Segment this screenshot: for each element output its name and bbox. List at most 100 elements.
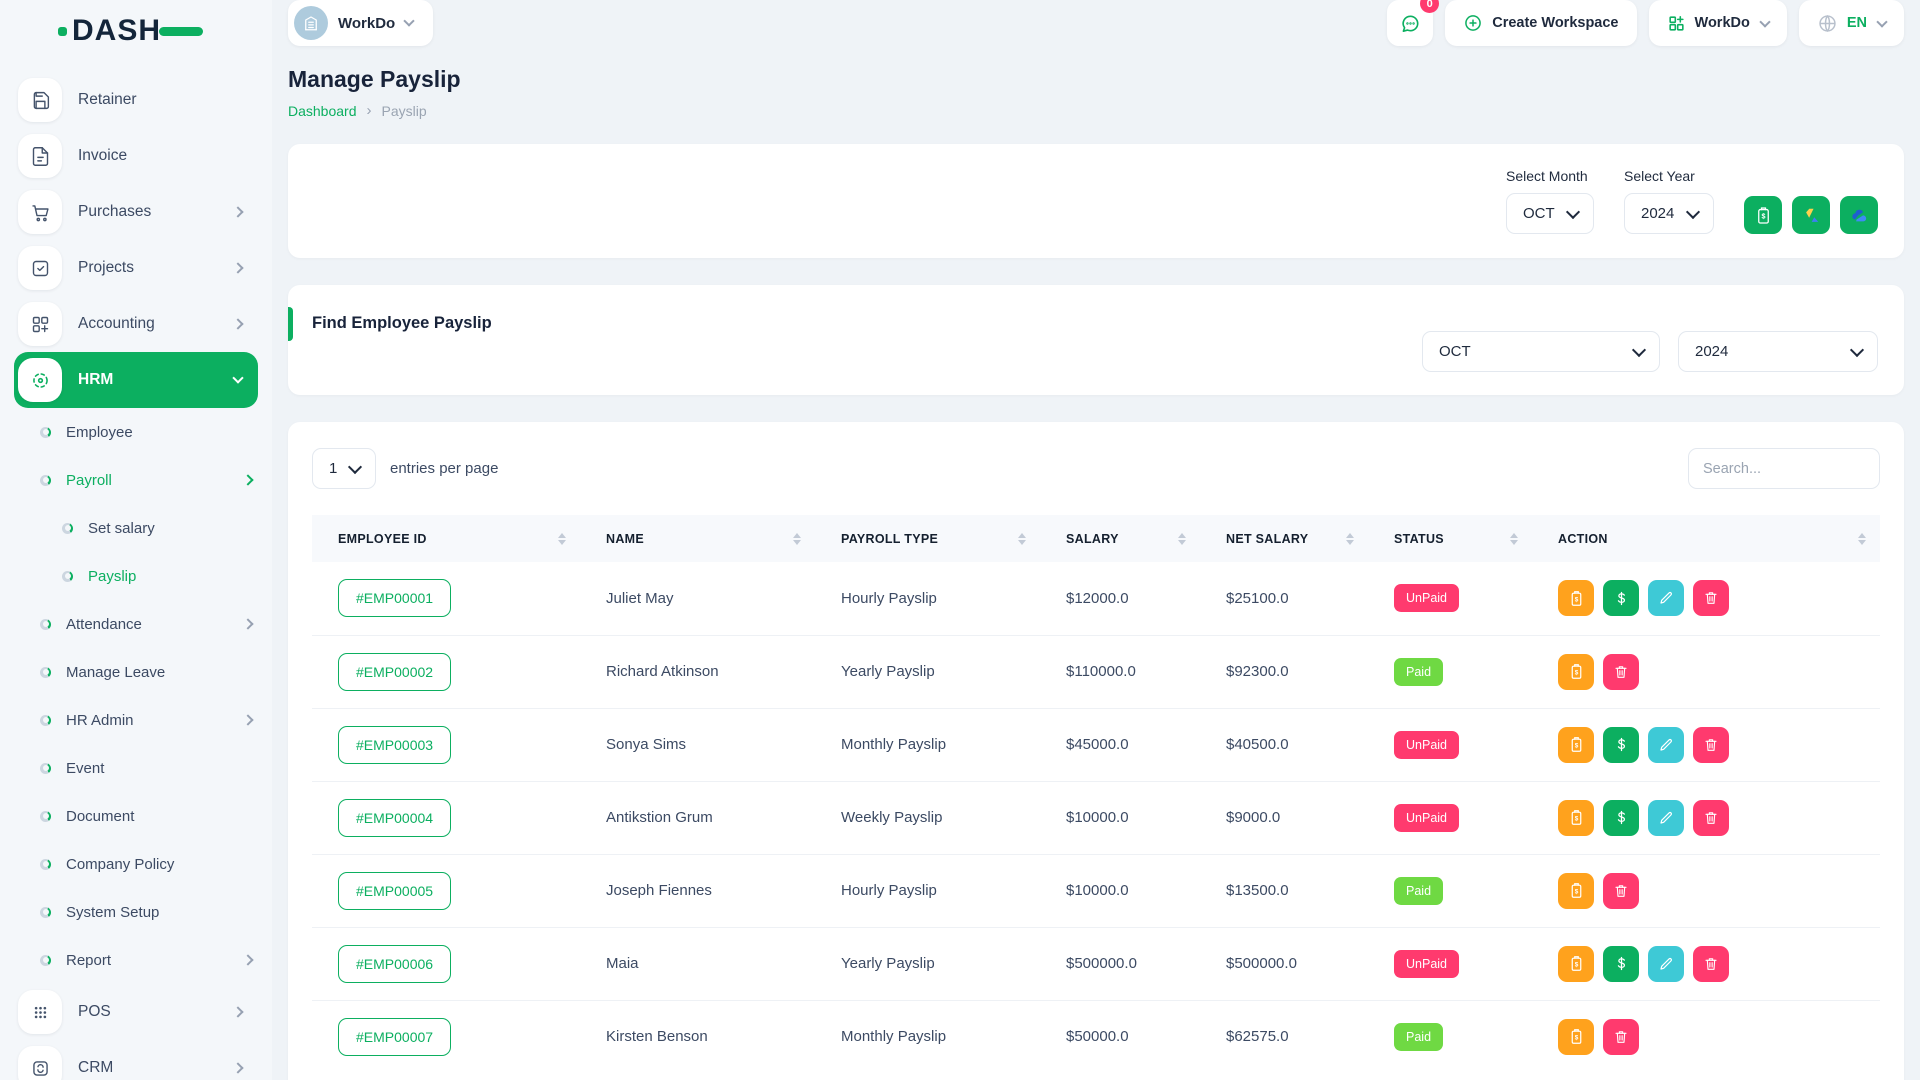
delete-button[interactable] — [1693, 726, 1729, 763]
breadcrumb-dashboard-link[interactable]: Dashboard — [288, 102, 357, 119]
language-selector[interactable]: EN — [1798, 0, 1904, 46]
pay-button[interactable] — [1603, 580, 1639, 617]
sidebar-item-pos[interactable]: POS — [14, 984, 258, 1040]
payslip-button[interactable]: $ — [1558, 872, 1594, 909]
column-header-salary[interactable]: SALARY — [1040, 515, 1200, 562]
search-input[interactable] — [1688, 448, 1880, 489]
create-workspace-button[interactable]: Create Workspace — [1445, 0, 1637, 46]
month-select[interactable]: OCT — [1506, 193, 1594, 234]
sidebar-item-projects[interactable]: Projects — [14, 240, 258, 296]
table-row: #EMP00002 Richard Atkinson Yearly Paysli… — [312, 634, 1880, 708]
payslip-icon: $ — [1571, 737, 1581, 752]
delete-button[interactable] — [1693, 945, 1729, 982]
bullet-icon — [40, 714, 51, 726]
employee-id-chip[interactable]: #EMP00003 — [338, 725, 452, 764]
pay-button[interactable] — [1603, 945, 1639, 982]
delete-button[interactable] — [1603, 872, 1639, 909]
find-year-select[interactable]: 2024 — [1678, 331, 1878, 372]
sidebar-item-event[interactable]: Event — [14, 744, 258, 792]
status-badge: UnPaid — [1394, 584, 1459, 613]
select-month-label: Select Month — [1506, 168, 1588, 184]
payslip-button[interactable]: $ — [1558, 799, 1594, 836]
employee-id-chip[interactable]: #EMP00005 — [338, 871, 452, 910]
sidebar-item-company-policy[interactable]: Company Policy — [14, 840, 258, 888]
sidebar-item-crm[interactable]: CRM — [14, 1040, 258, 1080]
messages-button[interactable]: 0 — [1387, 0, 1440, 46]
employee-id-chip[interactable]: #EMP00007 — [338, 1017, 452, 1056]
table-row: #EMP00005 Joseph Fiennes Hourly Payslip … — [312, 853, 1880, 927]
employee-id-chip[interactable]: #EMP00001 — [338, 579, 452, 618]
payslip-button[interactable]: $ — [1558, 580, 1594, 617]
payroll-type-cell: Hourly Payslip — [815, 853, 1040, 927]
edit-button[interactable] — [1648, 580, 1684, 617]
sidebar-item-hr-admin[interactable]: HR Admin — [14, 696, 258, 744]
delete-button[interactable] — [1603, 653, 1639, 690]
pay-button[interactable] — [1603, 799, 1639, 836]
employee-id-chip[interactable]: #EMP00002 — [338, 652, 452, 691]
sidebar-item-system-setup[interactable]: System Setup — [14, 888, 258, 936]
delete-button[interactable] — [1603, 1018, 1639, 1055]
salary-cell: $10000.0 — [1040, 853, 1200, 927]
generate-payslip-button[interactable]: $ — [1744, 196, 1782, 234]
sidebar-item-employee[interactable]: Employee — [14, 408, 258, 456]
payslip-button[interactable]: $ — [1558, 726, 1594, 763]
trash-icon — [1705, 738, 1717, 751]
employee-name-cell: Juliet May — [606, 589, 674, 607]
entries-per-page-select[interactable]: 10 — [312, 448, 376, 489]
chevron-right-icon — [232, 262, 244, 274]
sidebar-item-attendance[interactable]: Attendance — [14, 600, 258, 648]
column-header-payroll-type[interactable]: PAYROLL TYPE — [815, 515, 1040, 562]
column-header-status[interactable]: STATUS — [1368, 515, 1532, 562]
workspace-selector[interactable]: WorkDo — [288, 0, 434, 46]
payslip-button[interactable]: $ — [1558, 1018, 1594, 1055]
select-year-field: Select Year 2024 — [1624, 168, 1714, 234]
page-content: Manage Payslip Dashboard › Payslip Selec… — [272, 46, 1920, 1080]
status-badge: Paid — [1394, 1022, 1444, 1051]
chevron-right-icon — [242, 474, 254, 486]
svg-text:$: $ — [1761, 212, 1765, 220]
workdo-menu-button[interactable]: WorkDo — [1648, 0, 1787, 46]
sidebar-item-purchases[interactable]: Purchases — [14, 184, 258, 240]
sidebar-item-label: Retainer — [78, 91, 137, 108]
sidebar-item-label: POS — [78, 1003, 111, 1020]
sidebar-item-accounting[interactable]: Accounting — [14, 296, 258, 352]
delete-button[interactable] — [1693, 580, 1729, 617]
delete-button[interactable] — [1693, 799, 1729, 836]
year-select[interactable]: 2024 — [1624, 193, 1714, 234]
sidebar-item-invoice[interactable]: Invoice — [14, 128, 258, 184]
sidebar-item-retainer[interactable]: Retainer — [14, 72, 258, 128]
bullet-icon — [40, 762, 51, 774]
sidebar-item-hrm[interactable]: HRM — [14, 352, 258, 408]
onedrive-button[interactable] — [1840, 196, 1878, 234]
edit-button[interactable] — [1648, 799, 1684, 836]
column-header-employee-id[interactable]: EMPLOYEE ID — [312, 515, 580, 562]
create-workspace-label: Create Workspace — [1492, 15, 1619, 31]
payslip-button[interactable]: $ — [1558, 945, 1594, 982]
sidebar-item-set-salary[interactable]: Set salary — [14, 504, 258, 552]
bullet-icon — [40, 810, 51, 822]
pos-icon — [18, 990, 62, 1034]
edit-button[interactable] — [1648, 726, 1684, 763]
brand-logo[interactable]: DASH — [0, 0, 272, 62]
sidebar-item-document[interactable]: Document — [14, 792, 258, 840]
column-header-action[interactable]: ACTION — [1532, 515, 1880, 562]
chevron-down-icon — [403, 15, 415, 27]
column-header-name[interactable]: NAME — [580, 515, 815, 562]
sort-icon — [1510, 532, 1518, 545]
payslip-button[interactable]: $ — [1558, 653, 1594, 690]
sidebar-item-manage-leave[interactable]: Manage Leave — [14, 648, 258, 696]
sidebar-item-report[interactable]: Report — [14, 936, 258, 984]
sidebar-item-payroll[interactable]: Payroll — [14, 456, 258, 504]
google-drive-button[interactable] — [1792, 196, 1830, 234]
employee-id-chip[interactable]: #EMP00004 — [338, 798, 452, 837]
chevron-right-icon — [242, 618, 254, 630]
pay-button[interactable] — [1603, 726, 1639, 763]
find-month-select[interactable]: OCT — [1422, 331, 1660, 372]
sidebar-subitem-label: Manage Leave — [66, 663, 166, 681]
employee-id-chip[interactable]: #EMP00006 — [338, 944, 452, 983]
edit-button[interactable] — [1648, 945, 1684, 982]
column-header-net-salary[interactable]: NET SALARY — [1200, 515, 1368, 562]
sidebar-item-payslip[interactable]: Payslip — [14, 552, 258, 600]
salary-cell: $50000.0 — [1040, 999, 1200, 1073]
